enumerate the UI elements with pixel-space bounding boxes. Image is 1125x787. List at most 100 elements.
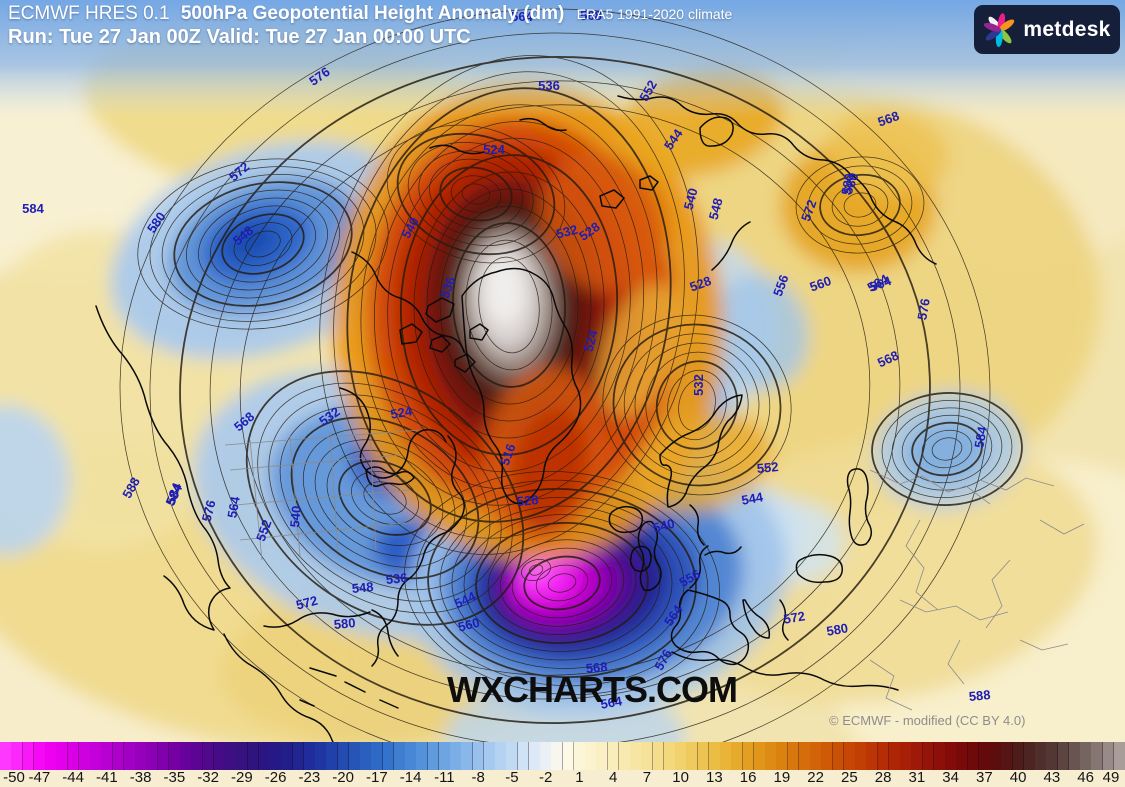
colorbar-cell [472,742,485,770]
colorbar-cell [1023,742,1036,770]
colorbar-tick: 43 [1043,769,1061,786]
svg-text:528: 528 [516,492,539,509]
colorbar-cell [33,742,46,770]
svg-text:580: 580 [825,620,849,639]
siberia-coast [617,95,937,265]
svg-text:536: 536 [437,275,459,301]
colorbar-cell [720,742,732,770]
political-borders [224,429,1085,711]
colorbar-cell [618,742,631,770]
colorbar-cell [922,742,935,770]
colorbar-cell [945,742,957,770]
colorbar-cell [337,742,350,770]
colorbar-cell [978,742,991,770]
bering-coast [429,117,567,155]
colorbar-cell [956,742,969,770]
metdesk-star-icon [984,12,1015,47]
colorbar-tick: 4 [608,769,618,786]
model-name: ECMWF HRES 0.1 [8,3,170,24]
colorbar-cell [236,742,249,770]
colorbar-cell [123,742,136,770]
colorbar-cell [258,742,271,770]
colorbar-cell [753,742,766,770]
iceland-coast [608,505,644,534]
colorbar-cell [843,742,856,770]
svg-text:524: 524 [483,142,505,157]
colorbar-cell [855,742,867,770]
colorbar-cell [67,742,80,770]
iberia-france-coast [670,545,750,666]
colorbar-tick: 1 [575,769,584,786]
colorbar-cell [821,742,834,770]
colorbar-cell [270,742,282,770]
colorbar-cell [303,742,316,770]
colorbar-cell [708,742,721,770]
colorbar-cell [483,742,496,770]
svg-text:584: 584 [971,424,990,449]
svg-text:576: 576 [914,297,933,321]
north-canada-coast [351,251,465,353]
svg-text:572: 572 [798,198,820,224]
colorbar-cell [360,742,372,770]
svg-text:556: 556 [770,273,792,299]
colorbar-cell [697,742,710,770]
na-east-coast [371,435,465,667]
colorbar-cell [180,742,192,770]
colorbar-cell [146,742,159,770]
arctic-islands-coast [399,297,489,373]
colorbar-cell [641,742,654,770]
svg-text:568: 568 [585,659,608,676]
svg-text:544: 544 [740,489,765,508]
colorbar-cell [652,742,665,770]
watermark: WXCHARTS.COM [447,669,738,710]
colorbar-cell [292,742,305,770]
chart-title-line: ECMWF HRES 0.1 500hPa Geopotential Heigh… [8,3,732,25]
colorbar-tick: 31 [908,769,926,786]
colorbar-cell [382,742,395,770]
colorbar-tick: -38 [129,769,152,786]
colorbar-cell [1046,742,1059,770]
colorbar-cell [1012,742,1025,770]
mexico-coast [223,633,334,742]
svg-text:584: 584 [163,480,185,506]
svg-text:564: 564 [599,693,624,712]
colorbar-tick: -50 [3,769,25,786]
arctic-asia-islands [599,116,751,271]
colorbar-cell [11,742,24,770]
colorbar-tick: -35 [163,769,186,786]
colorbar-cell [810,742,822,770]
svg-text:580: 580 [333,615,356,632]
colorbar-cell [450,742,462,770]
colorbar-cell [686,742,699,770]
svg-text:576: 576 [199,498,219,523]
svg-text:552: 552 [756,459,779,476]
svg-text:532: 532 [691,374,706,396]
svg-text:540: 540 [287,505,304,528]
colorbar-tick: 22 [807,769,824,786]
svg-text:516: 516 [497,442,519,468]
colorbar-cell [551,742,564,770]
colorbar-tick: 19 [773,769,791,786]
svg-text:528: 528 [688,273,714,295]
colorbar-cell [596,742,609,770]
british-isles-coast [629,520,662,592]
colorbar-cell [56,742,69,770]
svg-text:540: 540 [681,186,701,211]
colorbar-cell [438,742,451,770]
colorbar-cell [247,742,260,770]
metdesk-logo: metdesk [974,5,1120,54]
svg-text:564: 564 [511,9,533,24]
metdesk-wordmark: metdesk [1023,17,1111,41]
chart-header: ECMWF HRES 0.1 500hPa Geopotential Heigh… [8,3,732,49]
colorbar-cell [1091,742,1104,770]
colorbar-cell [495,742,507,770]
colorbar-tick: 46 [1077,769,1094,786]
colorbar-tick: 16 [739,769,757,786]
colorbar-tick: 49 [1102,769,1120,786]
colorbar-tick: -44 [62,769,84,786]
colorbar-cell [191,742,204,770]
attribution: © ECMWF - modified (CC BY 4.0) [829,713,1026,728]
colorbar-cell [315,742,327,770]
colorbar-cell [663,742,676,770]
